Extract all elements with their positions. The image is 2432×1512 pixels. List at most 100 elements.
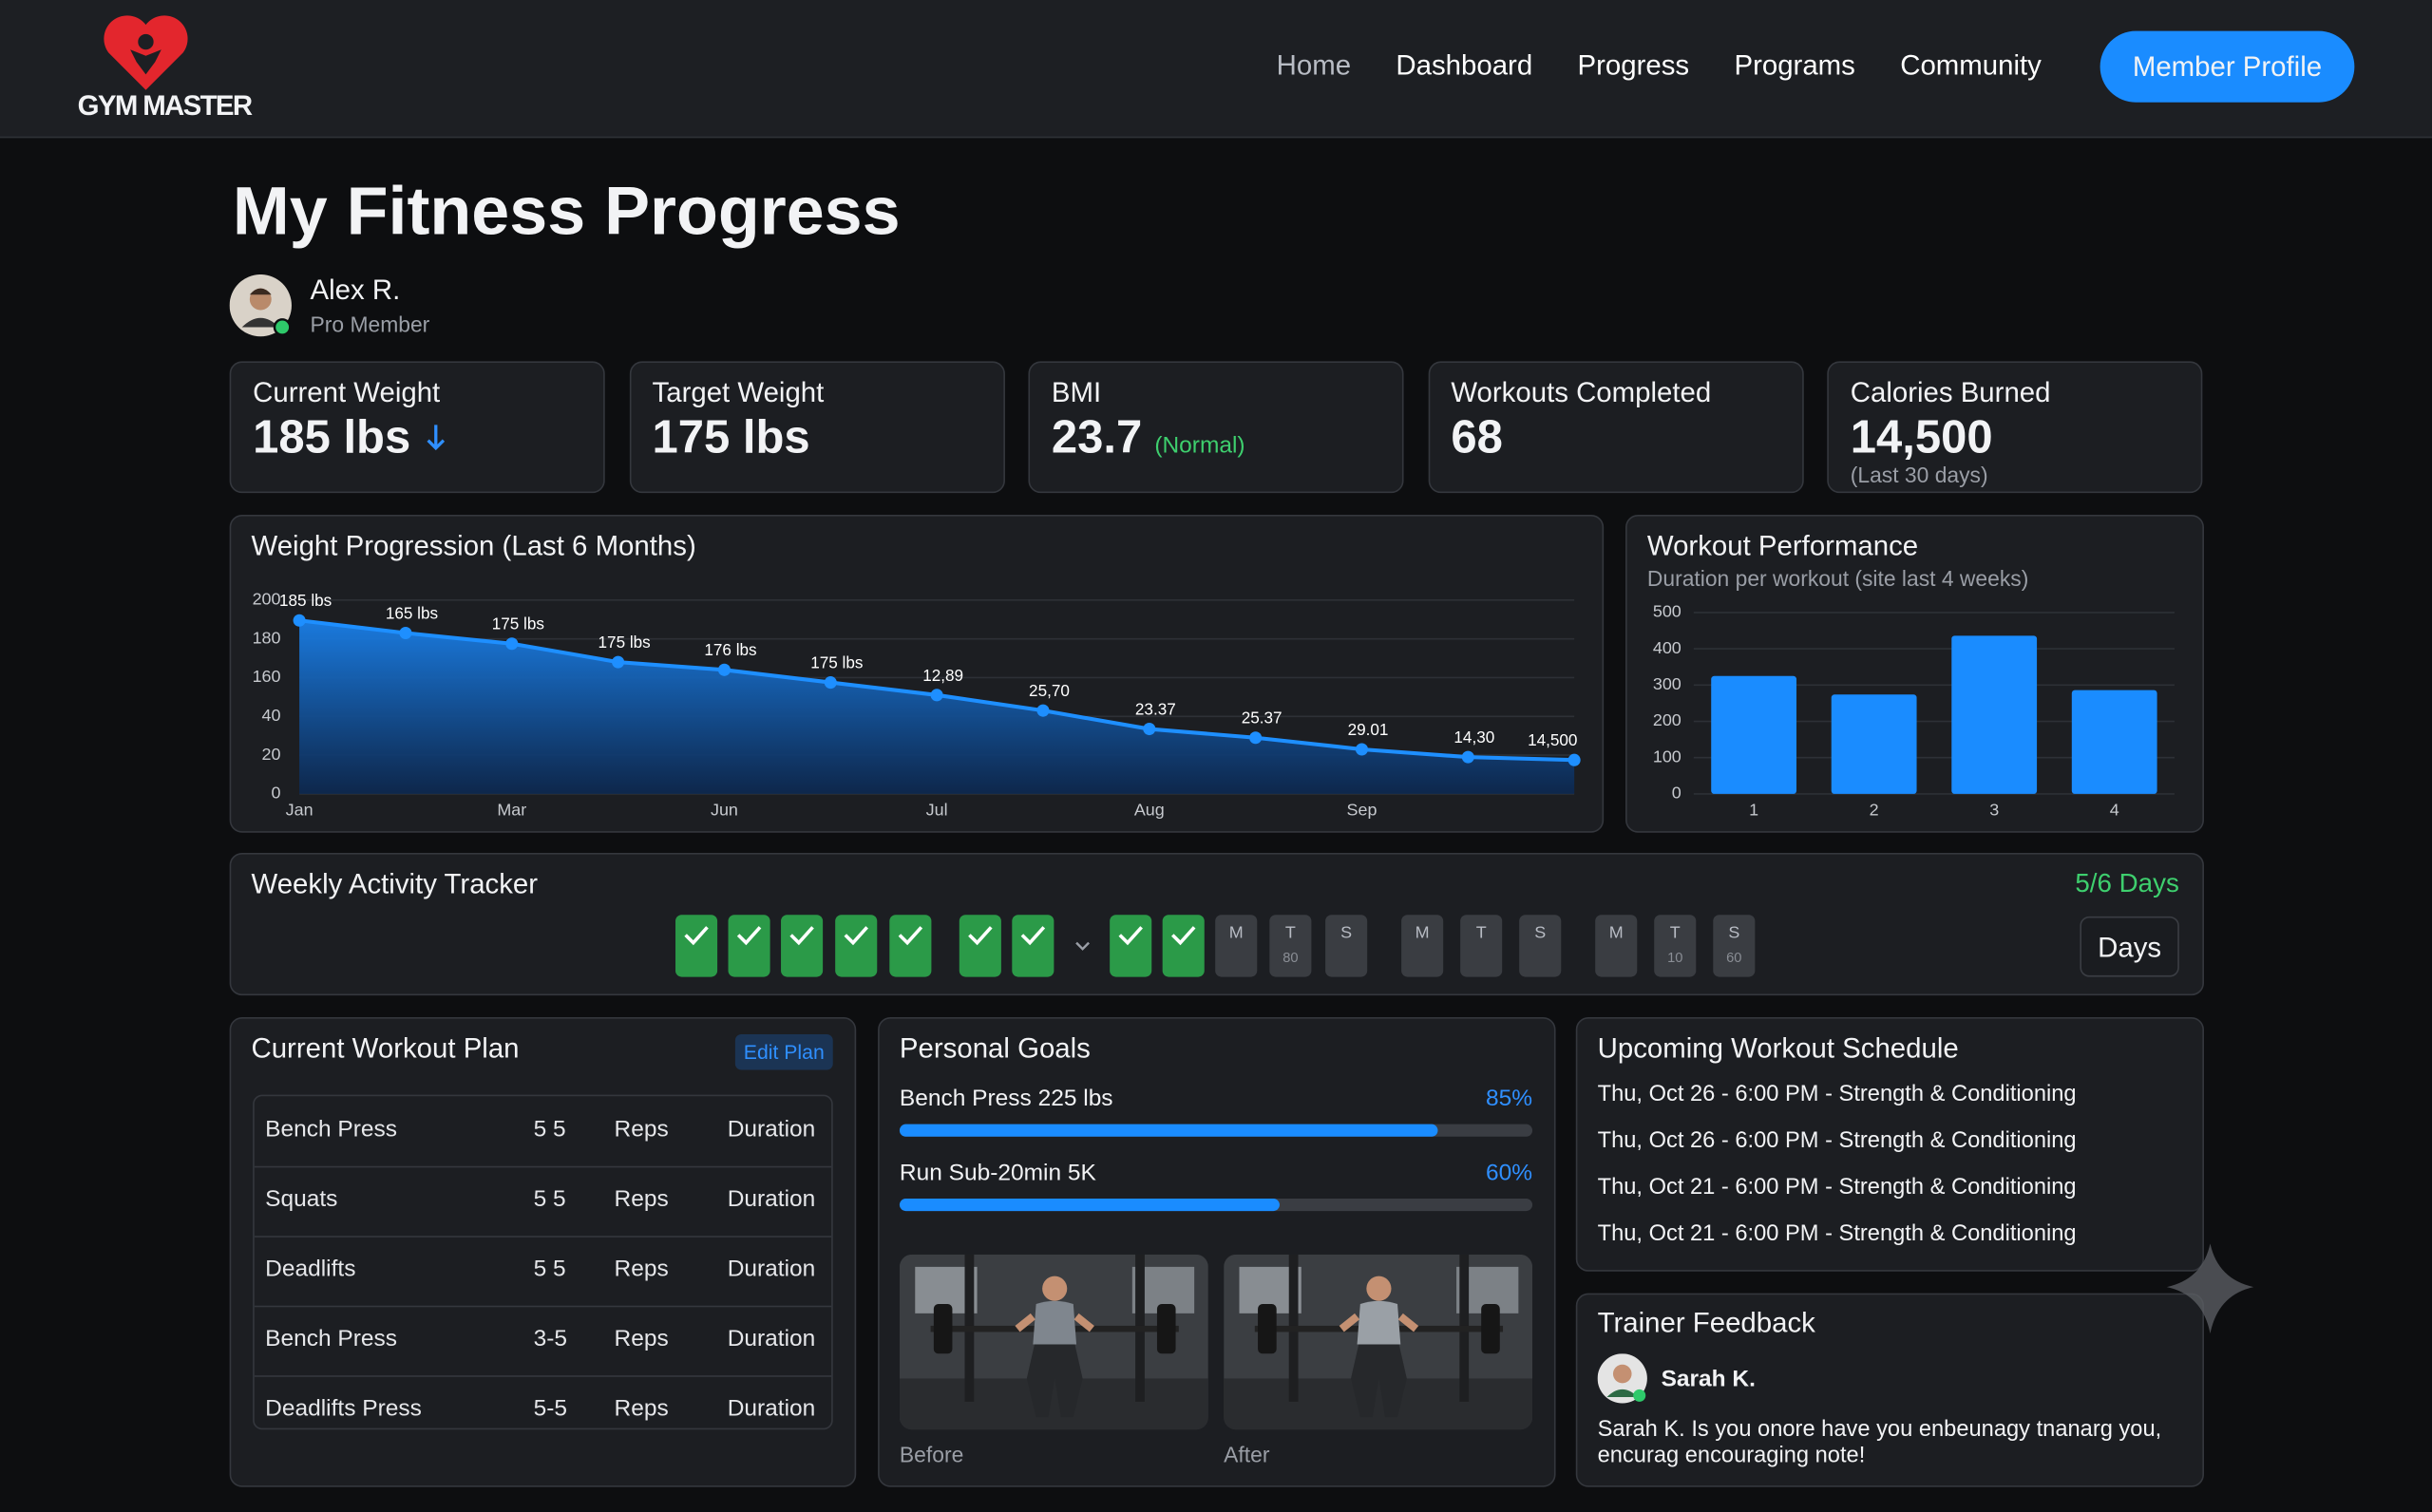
stat-value: 23.7	[1051, 412, 1143, 464]
table-cell: 5-5	[533, 1395, 568, 1423]
table-cell: Reps	[614, 1256, 669, 1283]
x-tick-label: 2	[1870, 801, 1879, 820]
nav-link[interactable]: Progress	[1577, 49, 1690, 81]
tracker-title: Weekly Activity Tracker	[251, 868, 539, 900]
y-tick-label: 400	[1653, 638, 1682, 657]
table-cell: Duration	[727, 1185, 816, 1213]
x-tick-label: Jan	[286, 801, 314, 820]
nav-link[interactable]: Dashboard	[1396, 49, 1533, 81]
schedule-item: Thu, Oct 21 - 6:00 PM - Strength & Condi…	[1597, 1176, 2077, 1201]
stat-value: 185 lbs	[253, 412, 411, 464]
point	[1568, 753, 1581, 766]
point	[930, 689, 943, 702]
nav-link[interactable]: Home	[1276, 49, 1352, 81]
point	[1249, 731, 1263, 745]
row-divider	[254, 1305, 832, 1308]
x-tick-label: 3	[1989, 801, 1999, 820]
day-done	[959, 915, 1001, 977]
user-avatar	[229, 274, 292, 337]
chart-title: Workout Performance	[1646, 530, 1919, 562]
edit-plan-button[interactable]: Edit Plan	[734, 1033, 833, 1070]
nav-link[interactable]: Programs	[1734, 49, 1855, 81]
point-label: 165 lbs	[386, 603, 438, 622]
table-cell: Duration	[727, 1395, 816, 1423]
member-profile-button[interactable]: Member Profile	[2100, 30, 2355, 103]
table-cell: 5 5	[533, 1116, 566, 1143]
x-tick-label: Aug	[1134, 801, 1165, 820]
check	[1020, 926, 1046, 946]
point-label: 12,89	[922, 666, 963, 685]
day-cell	[1713, 915, 1756, 977]
day-cell	[1325, 915, 1368, 977]
schedule-item: Thu, Oct 26 - 6:00 PM - Strength & Condi…	[1597, 1083, 2077, 1108]
stat-value: 14,500	[1850, 412, 1993, 464]
day-label: M	[1416, 923, 1430, 942]
stat-note: (Normal)	[1154, 432, 1245, 460]
stat-value-row: 68	[1451, 412, 1502, 465]
x-tick-label: Mar	[497, 801, 526, 820]
trainer-name: Sarah K.	[1661, 1366, 1756, 1393]
day-done	[781, 915, 824, 977]
day-done	[675, 915, 718, 977]
day-cell	[1654, 915, 1697, 977]
stat-value-row: 175 lbs	[653, 412, 810, 465]
stat-value-row: 185 lbs	[253, 412, 447, 465]
table-cell: 3-5	[533, 1325, 568, 1352]
goal-percent: 60%	[1486, 1160, 1533, 1186]
day-done	[728, 915, 770, 977]
progress-photo	[1224, 1254, 1533, 1430]
workout-table: Bench Press 5 5 Reps Duration Squats 5 5 Reps D…	[253, 1094, 833, 1430]
x-tick-label: Jun	[711, 801, 738, 820]
section-title: Current Workout Plan	[251, 1032, 520, 1065]
point	[717, 663, 731, 676]
point	[505, 637, 519, 651]
stat-card	[1028, 361, 1404, 494]
nav-link[interactable]: Community	[1900, 49, 2042, 81]
section-title: Upcoming Workout Schedule	[1597, 1032, 1959, 1065]
feedback-message: Sarah K. Is you onore have you enbeunagy…	[1597, 1417, 2162, 1469]
point	[1461, 750, 1474, 764]
bar	[1711, 675, 1797, 794]
y-tick-label: 300	[1653, 674, 1682, 693]
point-label: 175 lbs	[598, 633, 651, 652]
day-cell	[1401, 915, 1444, 977]
user-role: Pro Member	[310, 312, 430, 337]
table-cell: Deadlifts	[265, 1256, 356, 1283]
check	[1171, 926, 1196, 946]
table-cell: Duration	[727, 1116, 816, 1143]
table-cell: Bench Press	[265, 1116, 398, 1143]
row-divider	[254, 1375, 832, 1377]
check	[898, 926, 923, 946]
bar	[1951, 635, 2038, 794]
goal-bar	[899, 1199, 1280, 1212]
goal-name: Run Sub-20min 5K	[899, 1160, 1096, 1186]
day-done	[1012, 915, 1054, 977]
point	[1143, 723, 1156, 736]
user-name: Alex R.	[310, 274, 401, 306]
x-tick-label: 4	[2110, 801, 2119, 820]
tracker-summary: 5/6 Days	[2075, 868, 2179, 898]
days-button[interactable]: Days	[2080, 916, 2179, 977]
point	[1355, 743, 1368, 756]
day-label: T	[1476, 923, 1487, 942]
photo-caption: Before	[899, 1441, 964, 1466]
table-cell: Duration	[727, 1256, 816, 1283]
point	[824, 676, 837, 690]
table-cell: 5 5	[533, 1185, 566, 1213]
stat-value-row: 14,500	[1851, 412, 1993, 465]
point-label: 25.37	[1242, 709, 1282, 728]
day-label: S	[1534, 923, 1546, 942]
point	[1036, 704, 1050, 717]
stat-label: Target Weight	[652, 377, 825, 408]
table-cell: 5 5	[533, 1256, 566, 1283]
stat-card	[629, 361, 1005, 494]
point-label: 185 lbs	[279, 591, 332, 610]
photo-caption: After	[1224, 1441, 1270, 1466]
point	[612, 655, 625, 669]
day-done	[835, 915, 878, 977]
day-done	[1110, 915, 1152, 977]
check	[844, 926, 868, 946]
check	[1118, 926, 1143, 946]
stat-note: (Last 30 days)	[1850, 461, 1988, 486]
